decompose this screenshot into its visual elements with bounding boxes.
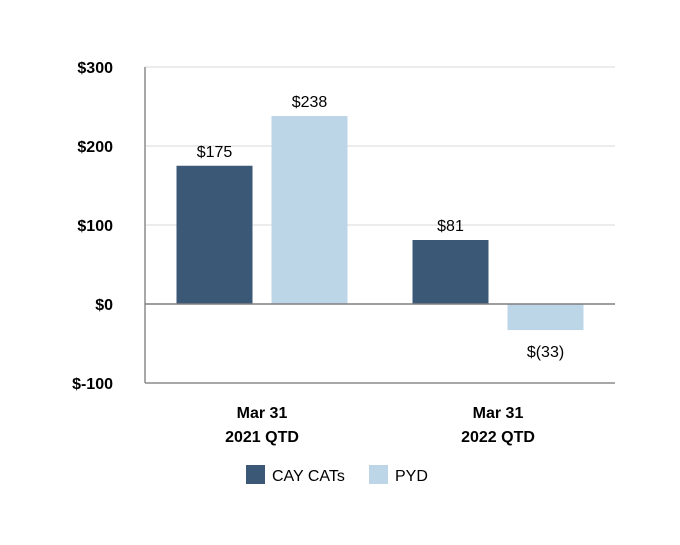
legend-swatch <box>246 465 265 484</box>
bar-pyd <box>507 304 584 331</box>
bar-cay-cats <box>412 240 489 304</box>
y-tick-label: $200 <box>77 139 113 156</box>
y-tick-label: $300 <box>77 60 113 77</box>
legend-label: CAY CATs <box>272 468 345 485</box>
bar-pyd <box>271 115 348 304</box>
y-tick-label: $100 <box>77 218 113 235</box>
y-tick-label: $-100 <box>72 376 113 393</box>
legend-label: PYD <box>395 468 428 485</box>
data-label: $238 <box>292 94 328 111</box>
legend-swatch <box>369 465 388 484</box>
data-label: $175 <box>197 144 233 161</box>
x-tick-label: 2021 QTD <box>225 429 299 446</box>
data-label: $(33) <box>527 344 564 361</box>
y-tick-label: $0 <box>95 297 113 314</box>
x-tick-label: Mar 31 <box>237 405 288 422</box>
data-label: $81 <box>437 218 464 235</box>
x-tick-label: Mar 31 <box>473 405 524 422</box>
bar-cay-cats <box>176 165 253 304</box>
x-tick-label: 2022 QTD <box>461 429 535 446</box>
